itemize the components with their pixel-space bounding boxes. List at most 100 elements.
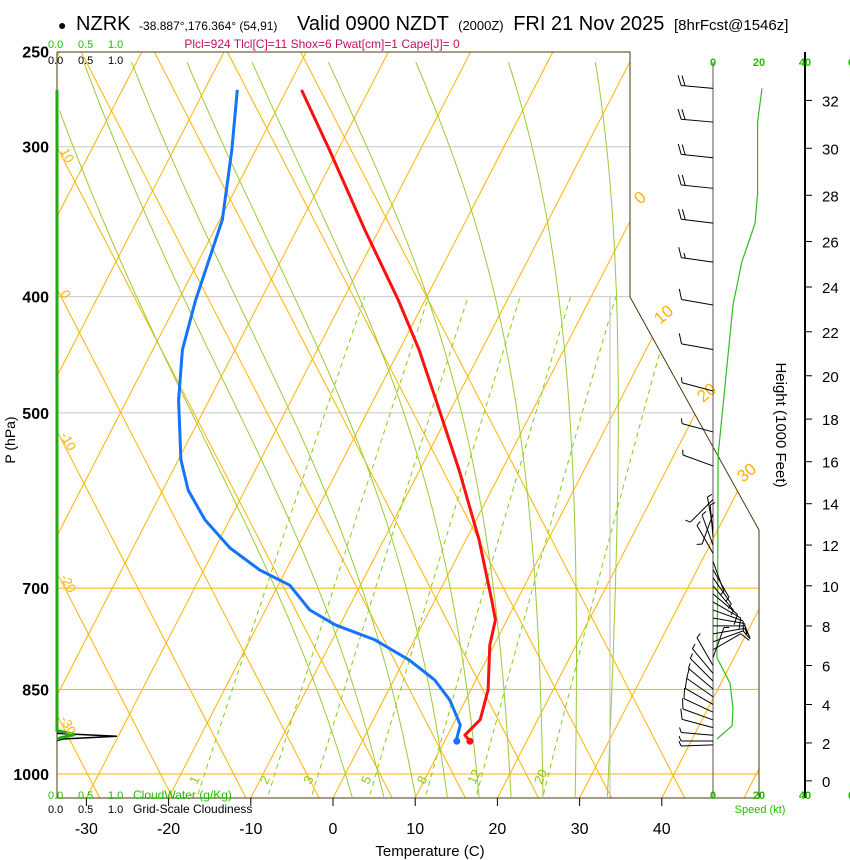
barb-half-feather bbox=[678, 735, 682, 742]
wind-barb bbox=[682, 698, 714, 721]
temperature-tick-label: 20 bbox=[489, 821, 507, 838]
x-axis-title: Temperature (C) bbox=[375, 843, 484, 860]
barb-half-feather bbox=[683, 252, 686, 259]
isotherm-label: 20 bbox=[693, 379, 720, 406]
mixing-ratio-line bbox=[369, 296, 521, 795]
temperature-tick-label: -30 bbox=[75, 821, 98, 838]
barb-half-feather bbox=[709, 502, 716, 506]
barb-half-feather bbox=[688, 663, 691, 669]
barb-feather bbox=[744, 628, 751, 638]
wind-barb bbox=[677, 75, 714, 89]
utc-time: (2000Z) bbox=[458, 18, 504, 33]
wind-barb bbox=[712, 633, 750, 651]
barb-shaft bbox=[683, 698, 714, 713]
dry-adiabat-label: 10 bbox=[57, 145, 77, 165]
barb-feather bbox=[740, 633, 750, 641]
wind-barb bbox=[677, 143, 714, 159]
pressure-tick-label: 500 bbox=[22, 406, 49, 423]
height-tick-label: 2 bbox=[822, 736, 830, 753]
barb-shaft bbox=[681, 153, 714, 159]
wind-barb bbox=[678, 247, 714, 263]
moist-adiabat bbox=[83, 61, 385, 798]
wind-barb bbox=[678, 333, 714, 350]
speed-tick-bottom: 40 bbox=[799, 790, 811, 802]
barb-feather bbox=[678, 247, 682, 258]
mixing-ratio-label: 8 bbox=[414, 773, 431, 786]
mixing-ratio-line bbox=[197, 296, 366, 795]
wind-barb bbox=[712, 627, 751, 638]
wind-barb bbox=[678, 740, 714, 747]
wind-barb bbox=[677, 174, 714, 189]
height-tick-label: 12 bbox=[822, 538, 839, 555]
barb-feather bbox=[684, 677, 688, 689]
wind-barb bbox=[678, 288, 714, 306]
wind-barb bbox=[678, 735, 713, 742]
height-tick-label: 26 bbox=[822, 235, 839, 252]
moist-adiabat bbox=[186, 61, 448, 797]
temperature-tick-label: 30 bbox=[571, 821, 589, 838]
barb-shaft bbox=[696, 525, 714, 554]
cloudiness-tick-top: 1.0 bbox=[108, 55, 123, 67]
cloudiness-tick-top: 0.5 bbox=[78, 55, 93, 67]
barb-shaft bbox=[712, 630, 744, 643]
temperature-tick-label: 10 bbox=[406, 821, 424, 838]
valid-date: FRI 21 Nov 2025 bbox=[513, 13, 664, 35]
barb-shaft bbox=[686, 677, 714, 698]
wind-barb bbox=[680, 418, 714, 433]
station-coords: -38.887°,176.364° (54,91) bbox=[139, 19, 277, 33]
barb-feather bbox=[680, 708, 683, 720]
barb-shaft bbox=[681, 118, 714, 123]
pressure-tick-label: 1000 bbox=[13, 767, 49, 784]
y-axis-title: P (hPa) bbox=[2, 416, 18, 463]
wind-barb bbox=[696, 633, 714, 666]
wind-barb bbox=[684, 677, 714, 705]
cloudwater-tick-top: 1.0 bbox=[108, 39, 123, 51]
wind-barb bbox=[677, 108, 714, 123]
isotherm bbox=[332, 52, 718, 798]
surface-temperature-marker bbox=[466, 737, 474, 745]
isotherm bbox=[57, 52, 143, 217]
wind-barb bbox=[689, 653, 714, 682]
dry-adiabat bbox=[57, 572, 174, 798]
barb-shaft bbox=[681, 423, 714, 433]
barb-shaft bbox=[681, 184, 714, 189]
station-id: NZRK bbox=[76, 13, 131, 35]
speed-tick-bottom: 20 bbox=[753, 790, 765, 802]
height-tick-label: 24 bbox=[822, 280, 839, 297]
height-tick-label: 14 bbox=[822, 497, 839, 514]
barb-shaft bbox=[712, 627, 725, 658]
barb-half-feather bbox=[691, 643, 696, 650]
isotherm bbox=[85, 52, 472, 798]
cloudiness-axis-label: Grid-Scale Cloudiness bbox=[133, 802, 252, 816]
barb-shaft bbox=[681, 85, 714, 89]
barb-half-feather bbox=[689, 653, 693, 659]
pressure-tick-label: 700 bbox=[22, 581, 49, 598]
forecast-info: [8hrFcst@1546z] bbox=[674, 17, 788, 34]
barb-half-feather bbox=[679, 727, 682, 733]
dry-adiabat bbox=[227, 52, 613, 798]
barb-shaft bbox=[688, 668, 714, 690]
mixing-ratio-line bbox=[543, 296, 676, 795]
cloudiness-tick-bottom: 0.0 bbox=[48, 804, 63, 816]
cloudwater-tick-bottom: 0.5 bbox=[78, 790, 93, 802]
barb-feather bbox=[681, 174, 686, 186]
barb-feather bbox=[681, 75, 686, 87]
barb-shaft bbox=[681, 732, 714, 736]
barb-half-feather bbox=[680, 418, 683, 424]
barb-half-feather bbox=[678, 740, 682, 747]
wind-barb bbox=[683, 687, 714, 713]
temperature-tick-label: -10 bbox=[239, 821, 262, 838]
wind-barb bbox=[680, 708, 714, 729]
wind-barb bbox=[680, 377, 714, 392]
mixing-ratio-label: 5 bbox=[358, 773, 375, 786]
dewpoint-line bbox=[177, 89, 462, 742]
pressure-tick-label: 250 bbox=[22, 45, 49, 62]
pressure-tick-label: 850 bbox=[22, 682, 49, 699]
cloudiness-tick-bottom: 1.0 bbox=[108, 804, 123, 816]
mixing-ratio-line bbox=[476, 296, 617, 795]
barb-shaft bbox=[712, 633, 741, 651]
barb-shaft bbox=[681, 744, 714, 747]
mixing-ratio-line bbox=[425, 296, 571, 795]
dry-adiabat bbox=[57, 146, 393, 798]
